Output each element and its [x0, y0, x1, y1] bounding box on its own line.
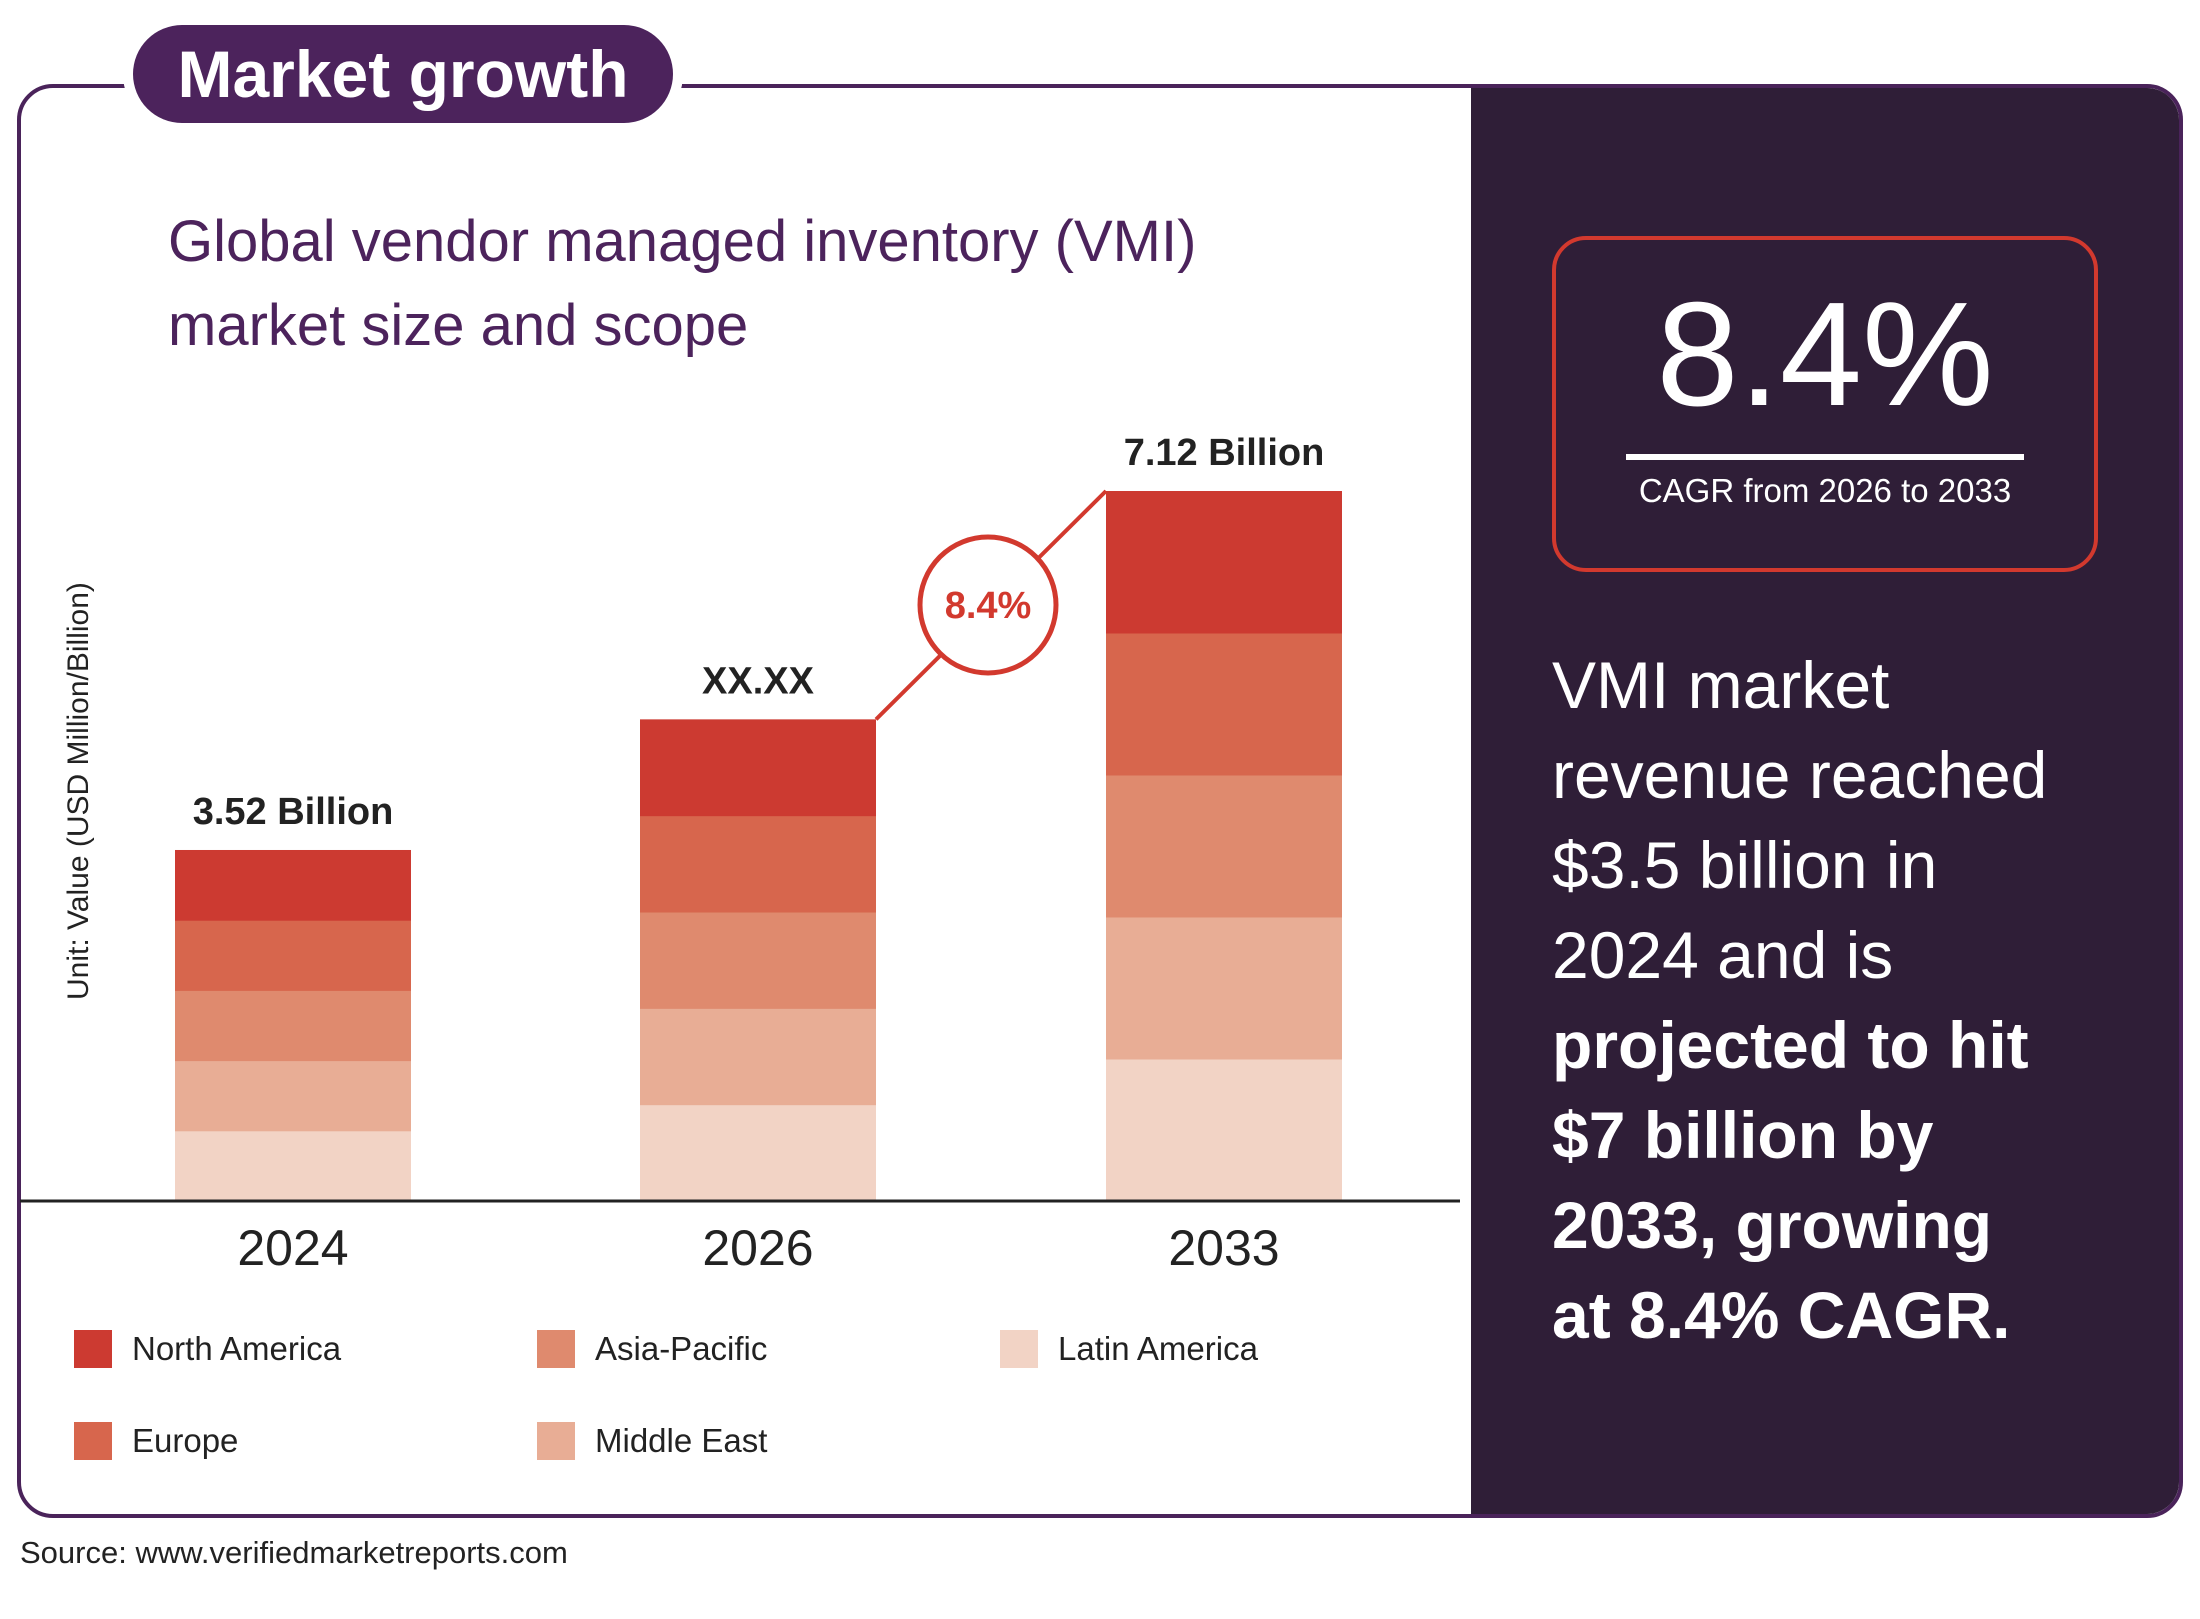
- legend-label: Latin America: [1058, 1330, 1258, 1367]
- legend-swatch: [74, 1330, 112, 1368]
- bar-segment-europe-2033: [1106, 633, 1342, 776]
- summary-line: revenue reached: [1552, 738, 2048, 812]
- cagr-circle-label: 8.4%: [945, 585, 1032, 627]
- x-tick-label: 2024: [237, 1220, 348, 1276]
- legend-item-north-america: North America: [74, 1330, 341, 1368]
- summary-line: $3.5 billion in: [1552, 828, 1938, 902]
- legend-item-asia-pacific: Asia-Pacific: [537, 1330, 767, 1368]
- bar-segment-middle-east-2026: [640, 1008, 876, 1106]
- summary-line-bold: at 8.4% CAGR.: [1552, 1278, 2011, 1352]
- x-tick-label: 2026: [702, 1220, 813, 1276]
- legend-swatch: [537, 1422, 575, 1460]
- legend-swatch: [1000, 1330, 1038, 1368]
- cagr-highlight-box: 8.4% CAGR from 2026 to 2033: [1552, 236, 2098, 572]
- legend-label: Middle East: [595, 1422, 768, 1459]
- legend-item-middle-east: Middle East: [537, 1422, 767, 1460]
- stacked-bar-chart: 3.52 Billion 2024 XX.XX 2026 7.12 Billion 203…: [20, 432, 1460, 1276]
- summary-line-bold: $7 billion by: [1552, 1098, 1934, 1172]
- legend-label: Asia-Pacific: [595, 1330, 768, 1367]
- chart-title-line2: market size and scope: [168, 293, 749, 358]
- chart-title-line1: Global vendor managed inventory (VMI): [168, 209, 1197, 274]
- summary-text: VMI market revenue reached $3.5 billion …: [1552, 640, 2152, 1360]
- chart-title: Global vendor managed inventory (VMI) ma…: [168, 200, 1418, 368]
- summary-line: VMI market: [1552, 648, 1890, 722]
- summary-panel: [1471, 88, 2179, 1514]
- summary-line: 2024 and is: [1552, 918, 1894, 992]
- bar-total-label: 3.52 Billion: [193, 791, 394, 833]
- bar-segment-europe-2024: [175, 920, 411, 991]
- bar-segment-middle-east-2024: [175, 1060, 411, 1132]
- bar-segment-asia-pacific-2026: [640, 912, 876, 1009]
- legend-label: Europe: [132, 1422, 239, 1459]
- section-badge: Market growth: [133, 25, 673, 123]
- legend-item-latin-america: Latin America: [1000, 1330, 1258, 1368]
- bar-segment-middle-east-2033: [1106, 917, 1342, 1060]
- summary-line-bold: 2033, growing: [1552, 1188, 1993, 1262]
- bar-segment-north-america-2024: [175, 849, 411, 921]
- x-tick-label: 2033: [1168, 1220, 1279, 1276]
- cagr-divider: [1626, 454, 2024, 460]
- bar-segment-latin-america-2024: [175, 1130, 411, 1202]
- source-note: Source: www.verifiedmarketreports.com: [20, 1535, 568, 1570]
- bar-segment-north-america-2033: [1106, 491, 1342, 634]
- legend-item-europe: Europe: [74, 1422, 238, 1460]
- bar-segment-asia-pacific-2024: [175, 990, 411, 1062]
- cagr-value: 8.4%: [1656, 272, 1994, 437]
- legend-label: North America: [132, 1330, 342, 1367]
- bar-segment-north-america-2026: [640, 719, 876, 817]
- legend-swatch: [537, 1330, 575, 1368]
- bar-total-label: XX.XX: [702, 660, 815, 702]
- bar-segment-europe-2026: [640, 815, 876, 913]
- bar-total-label: 7.12 Billion: [1124, 432, 1325, 474]
- legend-swatch: [74, 1422, 112, 1460]
- infographic-frame: [17, 84, 2183, 1518]
- bar-segment-latin-america-2026: [640, 1104, 876, 1202]
- summary-line-bold: projected to hit: [1552, 1008, 2029, 1082]
- cagr-caption: CAGR from 2026 to 2033: [1638, 472, 2012, 509]
- cagr-circle-badge: [917, 534, 1059, 676]
- bar-segment-latin-america-2033: [1106, 1059, 1342, 1202]
- bar-segment-asia-pacific-2033: [1106, 775, 1342, 918]
